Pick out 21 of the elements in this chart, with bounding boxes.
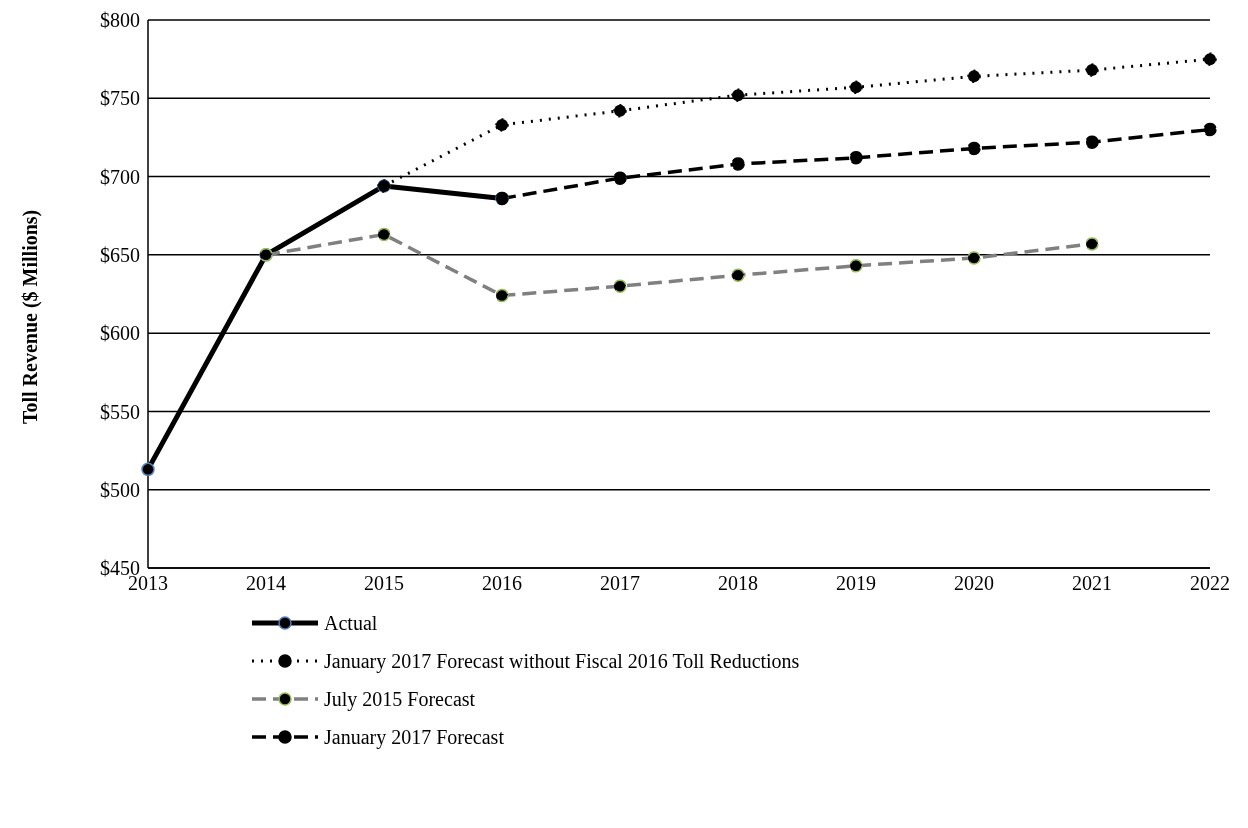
legend-label: July 2015 Forecast (324, 687, 476, 711)
x-tick-label: 2020 (954, 572, 994, 595)
y-axis-title: Toll Revenue ($ Millions) (19, 209, 43, 424)
x-tick-label: 2021 (1072, 572, 1112, 595)
legend-label: January 2017 Forecast (324, 725, 504, 749)
x-tick-label: 2016 (482, 572, 522, 595)
y-tick-label: $750 (100, 87, 140, 110)
y-tick-label: $500 (100, 478, 140, 501)
y-tick-label: $800 (100, 9, 140, 32)
legend-label: Actual (324, 611, 378, 635)
x-tick-label: 2022 (1190, 572, 1230, 595)
x-tick-label: 2018 (718, 572, 758, 595)
x-tick-label: 2017 (600, 572, 640, 595)
x-tick-label: 2019 (836, 572, 876, 595)
y-tick-label: $550 (100, 400, 140, 423)
y-tick-label: $600 (100, 322, 140, 345)
y-tick-label: $700 (100, 165, 140, 188)
x-tick-label: 2015 (364, 572, 404, 595)
legend-label: January 2017 Forecast without Fiscal 2016 Toll Reductions (324, 649, 800, 673)
x-tick-label: 2014 (246, 572, 286, 595)
y-tick-label: $650 (100, 243, 140, 266)
